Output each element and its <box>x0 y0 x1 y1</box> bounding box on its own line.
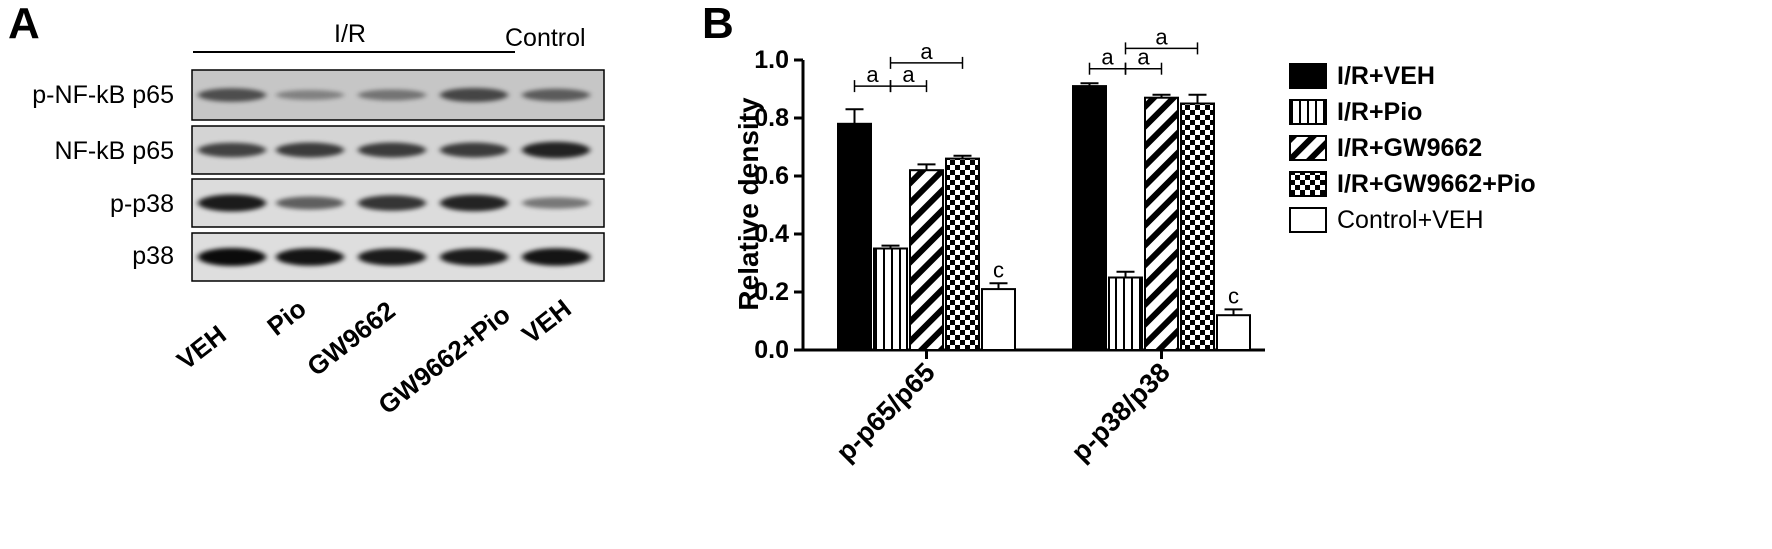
panel-a-letter: A <box>8 0 40 48</box>
chart-legend: I/R+VEH I/R+Pio I/R+GW9662 I/R+GW9662+Pio Co… <box>1289 62 1536 234</box>
x-category-label: p-p65/p65 <box>830 357 940 467</box>
y-tick-label: 0.6 <box>754 162 789 190</box>
legend-swatch <box>1289 135 1327 161</box>
panel-b-letter: B <box>702 0 734 48</box>
bar <box>873 247 908 351</box>
legend-swatch <box>1289 63 1327 89</box>
bar <box>1072 85 1107 351</box>
blot-band <box>358 248 426 266</box>
blot-band <box>522 248 590 266</box>
legend-label: Control+VEH <box>1337 206 1484 234</box>
blot-band <box>276 196 344 210</box>
blot-band <box>440 142 508 158</box>
blot-band <box>440 248 508 266</box>
blot-band <box>358 89 426 101</box>
lane-label-control-veh: VEH <box>516 293 577 350</box>
significance-label: a <box>1155 24 1168 49</box>
bar <box>1180 102 1215 351</box>
legend-label: I/R+VEH <box>1337 62 1435 90</box>
blot-band <box>440 88 508 102</box>
blot-band <box>198 88 266 102</box>
blot-band <box>358 195 426 211</box>
y-tick-label: 0.2 <box>754 278 789 306</box>
row-label-p38: p38 <box>132 242 174 270</box>
significance-label: a <box>902 62 915 87</box>
blot-band <box>276 248 344 266</box>
row-label-p-p38: p-p38 <box>110 190 174 218</box>
bar <box>909 169 944 351</box>
significance-label: a <box>866 62 879 87</box>
y-tick-label: 0.0 <box>754 336 789 364</box>
blot-band <box>276 90 344 100</box>
panel-b: B Relative density 0.0 0.2 0.4 0.6 0.8 1.0 p-p… <box>702 0 1536 467</box>
row-label-p-nfkb-p65: p-NF-kB p65 <box>32 81 174 109</box>
bar <box>1216 314 1251 352</box>
blot-bands <box>198 88 590 266</box>
lane-label-veh: VEH <box>171 319 232 376</box>
group-label-control: Control <box>505 24 586 52</box>
blot-band <box>440 194 508 212</box>
chart-bars <box>837 82 1251 352</box>
significance-label: a <box>920 39 933 64</box>
significance-label: c <box>993 257 1004 282</box>
legend-swatch <box>1289 207 1327 233</box>
blot-band <box>522 141 590 159</box>
chart-annotations: cca aa a aa <box>853 24 1239 308</box>
blot-band <box>358 142 426 158</box>
blot-band <box>198 142 266 158</box>
x-category-label: p-p38/p38 <box>1065 357 1175 467</box>
y-tick-label: 0.8 <box>754 104 789 132</box>
blot-band <box>522 197 590 209</box>
blot-band <box>198 194 266 212</box>
bar <box>945 157 980 351</box>
blot-band <box>198 248 266 266</box>
y-axis-label: Relative density <box>733 97 764 311</box>
y-tick-label: 1.0 <box>754 46 789 74</box>
legend-label: I/R+GW9662+Pio <box>1337 170 1536 198</box>
significance-label: a <box>1137 45 1150 70</box>
bar <box>837 122 872 351</box>
significance-label: c <box>1228 283 1239 308</box>
blot-band <box>276 142 344 158</box>
lane-label-pio: Pio <box>261 293 311 342</box>
legend-label: I/R+Pio <box>1337 98 1422 126</box>
y-tick-label: 0.4 <box>754 220 789 248</box>
lane-label-gw9662: GW9662 <box>301 295 400 382</box>
bar <box>1108 276 1143 351</box>
legend-label: I/R+GW9662 <box>1337 134 1482 162</box>
row-label-nfkb-p65: NF-kB p65 <box>55 137 174 165</box>
bar <box>981 288 1016 352</box>
blot-band <box>522 88 590 102</box>
panel-a: A I/R Control p-NF-kB p65 NF-kB p65 p-p3… <box>8 0 605 420</box>
legend-swatch <box>1289 99 1327 125</box>
group-label-ir: I/R <box>334 20 366 48</box>
significance-label: a <box>1101 45 1114 70</box>
bar <box>1144 96 1179 351</box>
legend-swatch <box>1289 171 1327 197</box>
